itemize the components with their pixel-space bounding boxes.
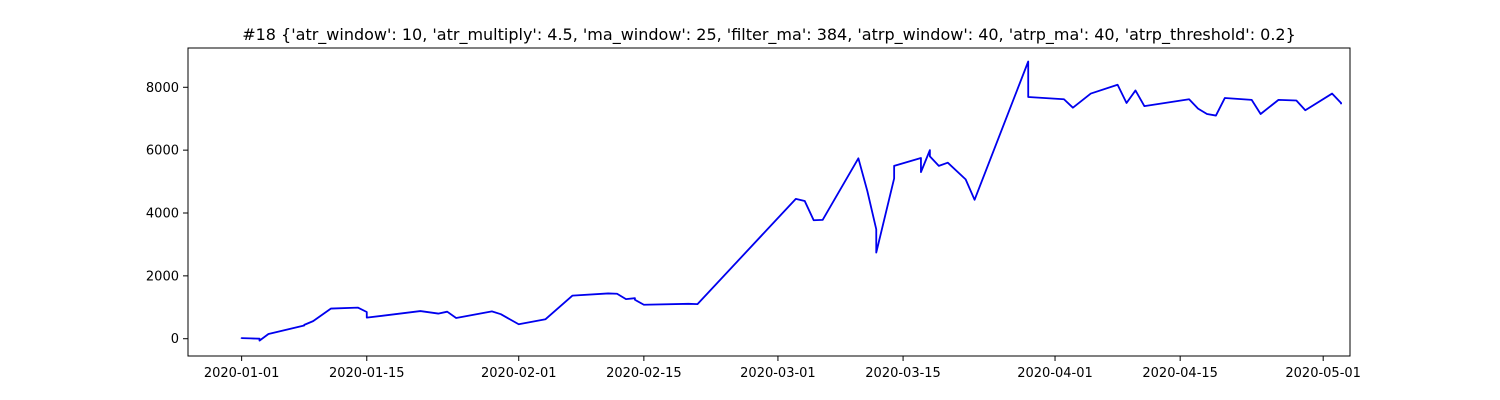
y-tick-label: 4000 (146, 207, 179, 222)
y-tick-label: 0 (171, 332, 179, 347)
y-tick-label: 6000 (146, 144, 179, 159)
x-tick-label: 2020-01-15 (329, 366, 405, 381)
x-axis: 2020-01-01 2020-01-15 2020-02-01 2020-02-15… (204, 356, 1361, 381)
axes-frame (187, 47, 1351, 357)
x-tick-label: 2020-02-01 (481, 366, 557, 381)
x-tick-label: 2020-03-15 (865, 366, 941, 381)
x-tick-label: 2020-04-01 (1017, 366, 1093, 381)
y-tick-label: 8000 (146, 81, 179, 96)
y-axis: 0 2000 4000 6000 8000 (146, 81, 188, 347)
x-tick-label: 2020-01-01 (204, 366, 280, 381)
x-tick-label: 2020-05-01 (1285, 366, 1361, 381)
y-tick-label: 2000 (146, 269, 179, 284)
plot-area (240, 60, 1342, 342)
x-tick-label: 2020-03-01 (740, 366, 816, 381)
series-line-0 (240, 60, 1342, 342)
x-tick-label: 2020-04-15 (1142, 366, 1218, 381)
x-tick-label: 2020-02-15 (606, 366, 682, 381)
chart-title: #18 {'atr_window': 10, 'atr_multiply': 4… (242, 25, 1296, 45)
